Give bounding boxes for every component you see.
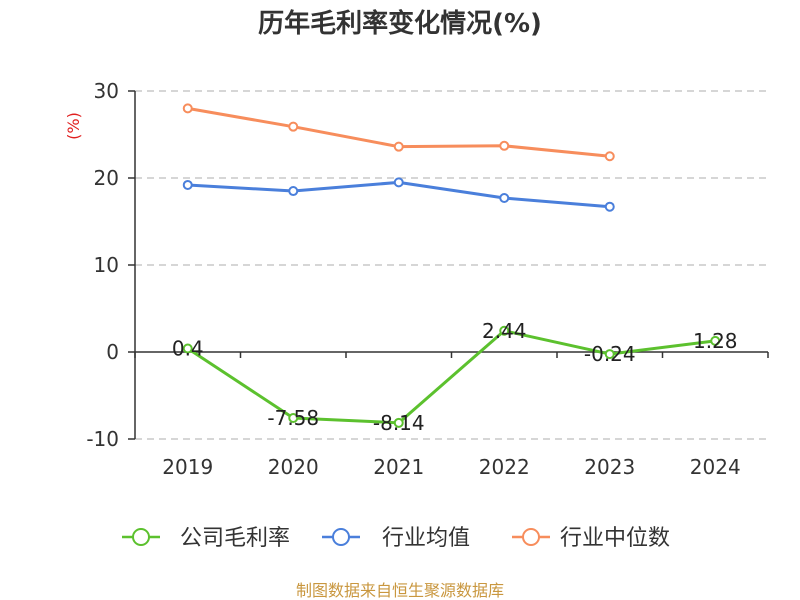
data-label-company-gross-margin-2022: 2.44 <box>482 319 527 343</box>
y-tick-label: -10 <box>86 427 119 451</box>
data-point-industry-average-2021[interactable] <box>393 177 404 188</box>
legend: 公司毛利率 行业均值 行业中位数 <box>122 526 670 551</box>
legend-circle-icon <box>332 528 350 546</box>
data-label-company-gross-margin-2023: -0.24 <box>584 342 636 366</box>
data-point-industry-median-2020[interactable] <box>288 121 299 132</box>
data-label-company-gross-margin-2020: -7.58 <box>267 406 319 430</box>
y-axis-label: (%) <box>64 112 83 140</box>
legend-label: 行业均值 <box>382 526 470 551</box>
axes: 30 20 10 0 -10 2019 2020 2021 2022 2023 2024 <box>86 79 769 479</box>
legend-label: 公司毛利率 <box>180 526 290 551</box>
x-tick-label: 2023 <box>584 455 635 479</box>
series-line-company-gross-margin <box>186 329 716 425</box>
y-tick-label: 10 <box>94 253 119 277</box>
x-tick-label: 2019 <box>162 455 213 479</box>
x-tick-label: 2020 <box>268 455 319 479</box>
data-point-industry-median-2022[interactable] <box>499 140 510 151</box>
data-point-company-gross-margin-2020[interactable] <box>288 412 299 423</box>
y-tick-label: 20 <box>94 166 119 190</box>
x-tick-label: 2024 <box>690 455 741 479</box>
data-point-company-gross-margin-2024[interactable] <box>710 335 721 346</box>
data-label-company-gross-margin-2021: -8.14 <box>373 411 425 435</box>
data-point-company-gross-margin-2023[interactable] <box>604 349 615 360</box>
legend-item-industry-average[interactable]: 行业均值 <box>322 526 470 551</box>
legend-circle-icon <box>522 528 540 546</box>
series-markers <box>182 103 721 428</box>
data-label-company-gross-margin-2024: 1.28 <box>693 329 738 353</box>
data-point-company-gross-margin-2022[interactable] <box>499 325 510 336</box>
data-point-industry-median-2023[interactable] <box>604 151 615 162</box>
data-point-industry-average-2023[interactable] <box>604 201 615 212</box>
y-tick-label: 30 <box>94 79 119 103</box>
x-tick-label: 2021 <box>373 455 424 479</box>
legend-circle-icon <box>132 528 150 546</box>
y-tick-label: 0 <box>106 340 119 364</box>
data-point-company-gross-margin-2021[interactable] <box>393 417 404 428</box>
legend-item-company-gross-margin[interactable]: 公司毛利率 <box>122 526 290 551</box>
data-point-company-gross-margin-2019[interactable] <box>182 343 193 354</box>
data-point-industry-average-2019[interactable] <box>182 179 193 190</box>
legend-label: 行业中位数 <box>560 526 670 551</box>
gridlines <box>135 90 768 440</box>
source-note: 制图数据来自恒生聚源数据库 <box>296 581 504 600</box>
data-label-company-gross-margin-2019: 0.4 <box>172 337 204 361</box>
data-point-industry-average-2020[interactable] <box>288 186 299 197</box>
x-tick-label: 2022 <box>479 455 530 479</box>
data-point-industry-median-2021[interactable] <box>393 141 404 152</box>
chart-title: 历年毛利率变化情况(%) <box>258 8 542 39</box>
data-labels: 0.4 -7.58 -8.14 2.44 -0.24 1.28 <box>172 319 738 435</box>
legend-item-industry-median[interactable]: 行业中位数 <box>512 526 670 551</box>
data-point-industry-average-2022[interactable] <box>499 193 510 204</box>
data-point-industry-median-2019[interactable] <box>182 103 193 114</box>
